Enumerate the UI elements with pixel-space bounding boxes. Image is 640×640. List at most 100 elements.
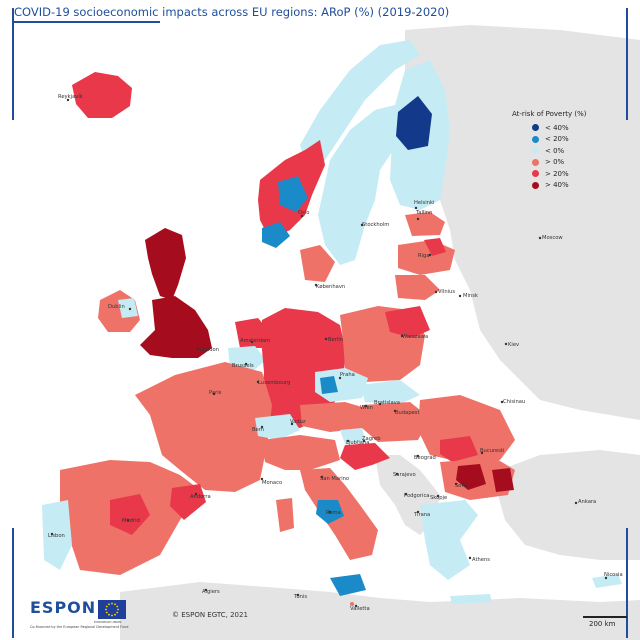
frame-bar-right-top xyxy=(626,8,628,120)
city-oslo: Oslo xyxy=(298,210,309,216)
czechia-region xyxy=(315,368,368,402)
city-kiev: Kiev xyxy=(508,342,519,348)
frame-bar-right-bottom xyxy=(626,528,628,638)
ireland-east-region xyxy=(118,298,138,318)
scale-bar-label: 200 km xyxy=(589,620,616,628)
city-budapest: Budapest xyxy=(395,410,420,416)
city-sofia: Sofia xyxy=(455,483,468,489)
map-title: COVID-19 socioeconomic impacts across EU… xyxy=(14,5,450,19)
city-berlin: Berlin xyxy=(328,337,343,343)
city-roma: Roma xyxy=(326,510,341,516)
city-moscow: Moscow xyxy=(542,235,563,241)
city-helsinki: Helsinki xyxy=(414,200,434,206)
city-bratislava: Bratislava xyxy=(374,400,400,406)
city-madrid: Madrid xyxy=(122,518,140,524)
crete-region xyxy=(450,594,492,604)
cofinanced-text: Co-financed by the European Regional Dev… xyxy=(30,625,129,629)
africa-land xyxy=(120,582,640,640)
bulgaria-east-region xyxy=(492,468,514,492)
city-dublin: Dublin xyxy=(108,304,125,310)
city-bucuresti: Bucuresti xyxy=(480,448,504,454)
malta-region xyxy=(350,602,354,606)
city-reykjavik: Reykjavík xyxy=(58,93,83,100)
legend-swatch-icon xyxy=(532,135,539,143)
denmark-region xyxy=(300,245,335,282)
city-london: London xyxy=(200,347,219,353)
hungary-region xyxy=(362,402,430,442)
legend-items: < 40% < 20% < 0% > 0% > 20% > 40% xyxy=(512,122,612,191)
legend-item: > 0% xyxy=(532,157,612,169)
sweden-region xyxy=(318,105,400,265)
city-ljubljana: Ljubljana xyxy=(346,440,369,446)
sicily-region xyxy=(330,574,366,596)
legend-swatch-icon xyxy=(532,181,539,189)
eu-flag-icon xyxy=(98,600,126,619)
lithuania-region xyxy=(395,275,440,300)
city-wien: Wien xyxy=(360,405,373,411)
norway-central-region xyxy=(278,176,308,212)
city-vaduz: Vaduz xyxy=(290,419,306,425)
czechia-west-region xyxy=(320,376,338,394)
legend-item-label: < 20% xyxy=(545,135,569,144)
scale-bar-line xyxy=(583,616,627,618)
city-brussels: Brussels xyxy=(232,363,254,369)
netherlands-region xyxy=(235,318,270,348)
scale-bar: 200 km xyxy=(583,616,627,634)
city-skopje: Skopje xyxy=(430,495,447,501)
legend: At-risk of Poverty (%) < 40% < 20% < 0% > 0… xyxy=(512,110,612,191)
legend-item-label: > 20% xyxy=(545,169,569,178)
city-beograd: Beograd xyxy=(414,455,436,461)
frame-bar-left-top xyxy=(12,8,14,120)
spain-northeast-region xyxy=(170,484,206,520)
city-valletta: Valletta xyxy=(350,606,370,612)
city-podgorica: Podgorica xyxy=(404,493,429,499)
city-algiers: Algiers xyxy=(202,589,220,595)
city-san-marino: San Marino xyxy=(320,476,349,482)
city-riga: Riga xyxy=(418,253,430,259)
legend-item: < 40% xyxy=(532,122,612,134)
sardinia-region xyxy=(276,498,294,532)
city-paris: Paris xyxy=(209,390,222,396)
greece-region xyxy=(420,500,478,580)
croatia-region xyxy=(340,443,390,470)
city-bern: Bern xyxy=(252,427,264,433)
city-warszawa: Warszawa xyxy=(402,334,428,340)
romania-south-region xyxy=(440,436,478,462)
poland-east-region xyxy=(385,306,430,338)
uk-north-region xyxy=(145,228,186,300)
city-praha: Praha xyxy=(340,372,355,378)
legend-item-label: < 40% xyxy=(545,123,569,132)
frame-bar-left-bottom xyxy=(12,528,14,638)
turkey-land xyxy=(498,450,640,560)
legend-swatch-icon xyxy=(532,147,539,155)
legend-item: > 20% xyxy=(532,168,612,180)
legend-swatch-icon xyxy=(532,158,539,166)
legend-item-label: > 40% xyxy=(545,181,569,190)
spain-central-region xyxy=(110,494,150,535)
finland-east-region xyxy=(396,96,432,150)
switzerland-region xyxy=(255,414,300,440)
legend-item: > 40% xyxy=(532,180,612,192)
title-underline xyxy=(12,21,160,23)
espon-logo-text: ESPON xyxy=(30,598,97,617)
legend-item-label: > 0% xyxy=(545,158,565,167)
city-monaco: Monaco xyxy=(262,480,282,486)
legend-item-label: < 0% xyxy=(545,146,565,155)
city-amsterdam: Amsterdam xyxy=(240,338,270,344)
slovenia-region xyxy=(340,428,366,444)
eu-flag-label: EUROPEAN UNION xyxy=(94,620,122,624)
city-athens: Athens xyxy=(472,557,490,563)
city-tunis: Tunis xyxy=(293,594,307,600)
austria-region xyxy=(300,402,372,432)
city-tallinn: Tallinn xyxy=(415,210,432,216)
cyprus-region xyxy=(592,574,622,588)
city-sarajevo: Sarajevo xyxy=(393,472,416,478)
slovakia-region xyxy=(360,380,420,405)
city-vilnius: Vilnius xyxy=(438,289,455,295)
city-kobenhavn: København xyxy=(316,284,345,290)
portugal-region xyxy=(42,500,72,570)
legend-swatch-icon xyxy=(532,170,539,178)
city-lisbon: Lisbon xyxy=(48,533,65,539)
